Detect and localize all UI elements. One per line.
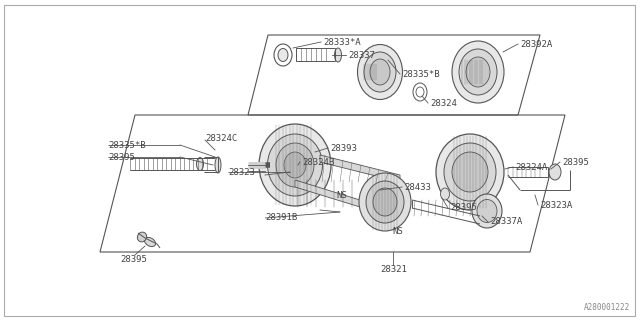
Ellipse shape	[472, 194, 502, 228]
Text: 28324B: 28324B	[302, 157, 334, 166]
Text: 28395: 28395	[108, 153, 135, 162]
Polygon shape	[320, 155, 400, 182]
Ellipse shape	[364, 52, 396, 92]
Text: 28321: 28321	[380, 266, 407, 275]
Ellipse shape	[477, 199, 497, 222]
Ellipse shape	[284, 152, 306, 178]
Text: 28395: 28395	[120, 255, 147, 265]
Ellipse shape	[436, 134, 504, 210]
Ellipse shape	[358, 44, 403, 100]
Ellipse shape	[373, 188, 397, 216]
Ellipse shape	[452, 41, 504, 103]
Text: 28324A: 28324A	[515, 163, 547, 172]
Text: 28337: 28337	[348, 51, 375, 60]
Ellipse shape	[276, 143, 314, 187]
Ellipse shape	[138, 232, 147, 242]
Text: 28433: 28433	[404, 182, 431, 191]
Text: 28335*B: 28335*B	[402, 69, 440, 78]
Text: 28335*B: 28335*B	[108, 140, 146, 149]
Text: 28395: 28395	[562, 157, 589, 166]
Ellipse shape	[466, 57, 490, 87]
Ellipse shape	[444, 143, 496, 201]
Ellipse shape	[278, 49, 288, 61]
Text: 28323A: 28323A	[540, 201, 572, 210]
Ellipse shape	[215, 157, 221, 173]
Ellipse shape	[549, 164, 561, 180]
Ellipse shape	[440, 188, 449, 200]
Polygon shape	[295, 180, 360, 207]
Text: 28323: 28323	[228, 167, 255, 177]
Ellipse shape	[359, 173, 411, 231]
Ellipse shape	[459, 49, 497, 95]
Text: 28392A: 28392A	[520, 39, 552, 49]
Text: 28393: 28393	[330, 143, 357, 153]
Text: 28337A: 28337A	[490, 218, 522, 227]
Text: 28324C: 28324C	[205, 133, 237, 142]
Text: 28324: 28324	[430, 99, 457, 108]
Ellipse shape	[370, 59, 390, 85]
Text: NS: NS	[336, 190, 347, 199]
Text: A280001222: A280001222	[584, 303, 630, 312]
Ellipse shape	[366, 181, 404, 223]
Text: 28395: 28395	[450, 204, 477, 212]
Text: NS: NS	[392, 228, 403, 236]
Ellipse shape	[268, 134, 323, 196]
Ellipse shape	[259, 124, 331, 206]
Ellipse shape	[335, 48, 342, 62]
Ellipse shape	[452, 152, 488, 192]
Ellipse shape	[145, 237, 156, 247]
Text: 28333*A: 28333*A	[323, 37, 360, 46]
Text: 28391B: 28391B	[265, 213, 297, 222]
Ellipse shape	[196, 157, 204, 171]
